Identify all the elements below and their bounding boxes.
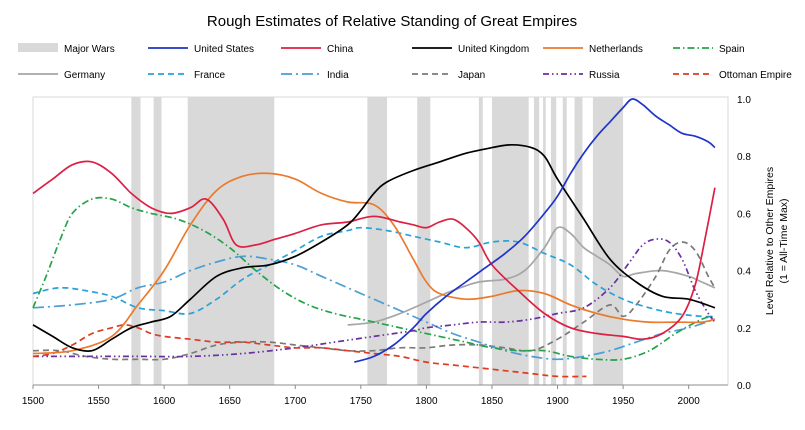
x-tick-label-1650: 1650	[219, 396, 242, 407]
legend-label-india: India	[327, 70, 349, 81]
legend-label-china: China	[327, 44, 354, 55]
x-tick-label-1900: 1900	[546, 396, 569, 407]
legend-label-france: France	[194, 70, 226, 81]
legend-label-japan: Japan	[458, 70, 485, 81]
y-tick-label-0-4: 0.4	[737, 267, 751, 278]
chart-title: Rough Estimates of Relative Standing of …	[207, 13, 577, 30]
legend-label-united-kingdom: United Kingdom	[458, 44, 529, 55]
series-line-netherlands	[32, 172, 716, 355]
major-wars-bands	[131, 97, 624, 385]
series-line-russia	[33, 238, 716, 358]
war-band-1895-1899	[550, 97, 557, 385]
legend-label-germany: Germany	[64, 70, 105, 81]
war-band-1575-1582	[131, 97, 141, 385]
y-axis-title-group: Level Relative to Other Empires (1 = All…	[764, 167, 790, 315]
series-line-germany	[347, 226, 716, 326]
legend-swatch-major-wars	[18, 43, 58, 52]
series-line-spain	[32, 196, 716, 361]
x-tick-label-1950: 1950	[612, 396, 635, 407]
legend-label-united-states: United States	[194, 44, 254, 55]
series-line-china	[32, 160, 716, 341]
series-line-united-kingdom	[32, 143, 716, 353]
series-line-japan	[32, 241, 716, 361]
y-axis-ticks: 0.0 0.2 0.4 0.6 0.8 1.0	[737, 95, 751, 392]
legend-label-ottoman-empire: Ottoman Empire	[719, 70, 792, 81]
war-band-1882-1886	[533, 97, 540, 385]
war-band-1904-1907	[562, 97, 567, 385]
series-line-france	[32, 226, 715, 318]
x-axis-ticks: 1500 1550 1600 1650 1700 1750 1800 1850 1900 1950…	[22, 385, 700, 407]
x-tick-label-1550: 1550	[87, 396, 110, 407]
legend-label-russia: Russia	[589, 70, 620, 81]
x-tick-label-1800: 1800	[415, 396, 438, 407]
legend-label-netherlands: Netherlands	[589, 44, 643, 55]
series-lines	[32, 98, 716, 378]
war-band-1592-1598	[153, 97, 162, 385]
y-tick-label-0-8: 0.8	[737, 152, 751, 163]
x-tick-label-1500: 1500	[22, 396, 45, 407]
war-band-1793-1803	[417, 97, 431, 385]
series-line-ottoman-empire	[32, 324, 587, 378]
y-tick-label-0-0: 0.0	[737, 381, 751, 392]
x-tick-label-1600: 1600	[153, 396, 176, 407]
y-tick-label-0-2: 0.2	[737, 324, 751, 335]
series-line-united-states	[354, 98, 716, 363]
x-tick-label-1750: 1750	[350, 396, 373, 407]
x-tick-label-1700: 1700	[284, 396, 307, 407]
x-tick-label-1850: 1850	[481, 396, 504, 407]
y-tick-label-0-6: 0.6	[737, 209, 751, 220]
war-band-1618-1684	[187, 97, 275, 385]
y-tick-label-1-0: 1.0	[737, 95, 751, 106]
legend: Major Wars United States China United Kingd…	[18, 43, 792, 81]
war-band-1889-1891	[543, 97, 546, 385]
x-tick-label-2000: 2000	[678, 396, 701, 407]
legend-label-major-wars: Major Wars	[64, 44, 115, 55]
y-axis-subtitle: (1 = All-Time Max)	[778, 198, 790, 283]
war-band-1755-1770	[367, 97, 388, 385]
y-axis-title: Level Relative to Other Empires	[764, 167, 776, 315]
war-band-1840-1843	[478, 97, 483, 385]
legend-label-spain: Spain	[719, 44, 745, 55]
